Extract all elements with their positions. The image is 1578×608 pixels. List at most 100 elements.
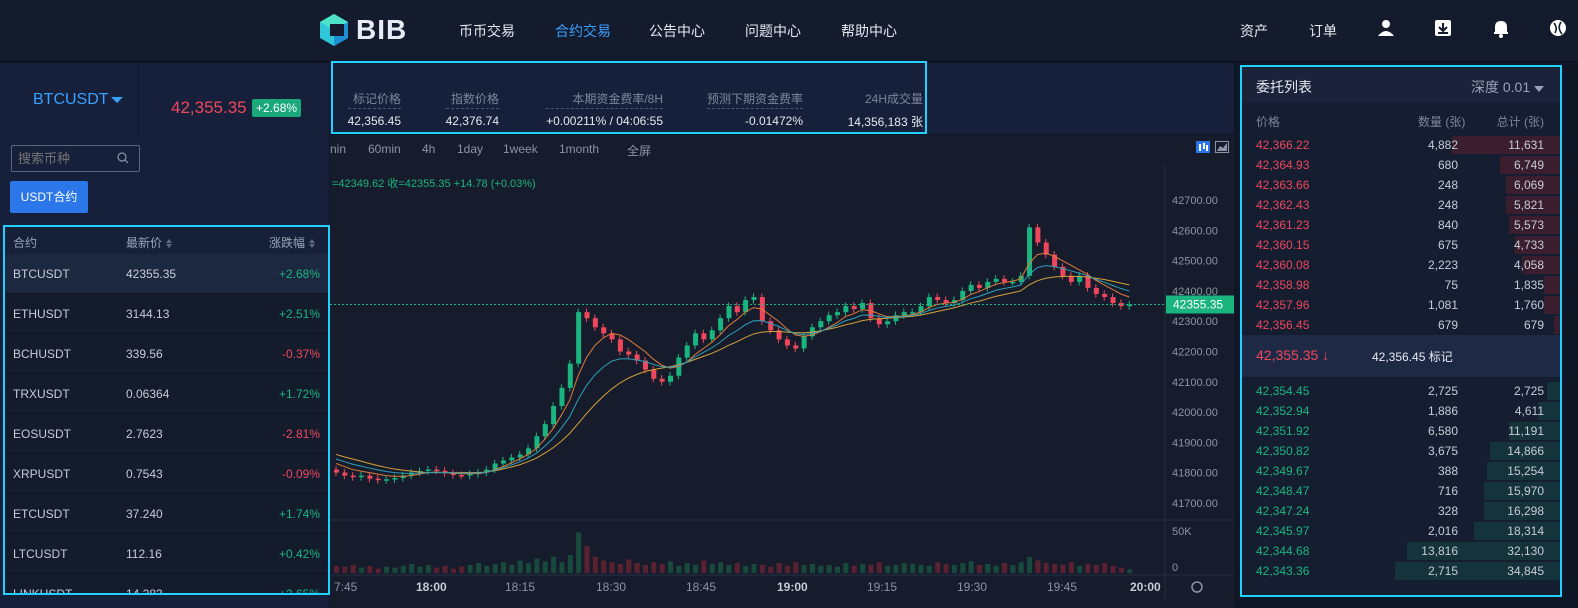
- tf-fullscreen[interactable]: 全屏: [627, 144, 652, 158]
- ask-row[interactable]: 42,366.22 4,882 11,631: [1242, 135, 1560, 155]
- tf-4h[interactable]: 4h: [422, 142, 436, 156]
- order-book-header: 委托列表 深度 0.01: [1242, 67, 1560, 103]
- y-tick-label: 41900.00: [1172, 437, 1218, 449]
- usdt-contract-button[interactable]: USDT合约: [10, 181, 88, 213]
- volume-bar: [509, 564, 515, 573]
- volume-bar: [626, 559, 632, 573]
- col-contract[interactable]: 合约: [13, 236, 38, 250]
- ask-row[interactable]: 42,360.15 675 4,733: [1242, 235, 1560, 255]
- candle: [592, 318, 598, 328]
- market-row[interactable]: ETCUSDT 37.240 +1.74%: [5, 494, 328, 534]
- nav-announcements[interactable]: 公告中心: [649, 23, 705, 39]
- candle: [826, 315, 832, 322]
- depth-selector[interactable]: 深度 0.01: [1471, 77, 1544, 97]
- bid-row[interactable]: 42,345.97 2,016 18,314: [1242, 521, 1560, 541]
- tf-1day[interactable]: 1day: [457, 142, 484, 156]
- stat-label: 24H成交量: [864, 92, 923, 106]
- market-row[interactable]: BTCUSDT 42355.35 +2.68%: [5, 254, 328, 294]
- volume-bar: [985, 564, 991, 573]
- settings-icon[interactable]: [1191, 581, 1203, 593]
- ask-row[interactable]: 42,364.93 680 6,749: [1242, 155, 1560, 175]
- ask-total: 1,760: [1513, 298, 1544, 312]
- col-last-price[interactable]: 最新价: [126, 234, 173, 251]
- ask-row[interactable]: 42,361.23 840 5,573: [1242, 215, 1560, 235]
- bid-row[interactable]: 42,349.67 388 15,254: [1242, 461, 1560, 481]
- candle-mode-icon[interactable]: [1196, 141, 1210, 153]
- area-mode-icon[interactable]: [1215, 141, 1229, 153]
- ask-row[interactable]: 42,362.43 248 5,821: [1242, 195, 1560, 215]
- market-row[interactable]: EOSUSDT 2.7623 -2.81%: [5, 414, 328, 454]
- tf-1month[interactable]: 1month: [559, 142, 600, 156]
- volume-bar: [776, 563, 782, 573]
- bid-row[interactable]: 42,344.68 13,816 32,130: [1242, 541, 1560, 561]
- nav-help[interactable]: 帮助中心: [841, 23, 897, 39]
- volume-bar: [734, 563, 740, 573]
- globe-icon[interactable]: [1548, 18, 1568, 38]
- ask-row[interactable]: 42,358.98 75 1,835: [1242, 275, 1560, 295]
- bid-price: 42,352.94: [1256, 404, 1310, 418]
- candle: [801, 336, 807, 349]
- ask-row[interactable]: 42,356.45 679 679: [1242, 315, 1560, 335]
- col-change[interactable]: 涨跌幅: [269, 234, 316, 251]
- candle: [734, 306, 740, 313]
- mid-price-row: 42,355.35 ↓ 42,356.45 标记: [1242, 335, 1560, 377]
- volume-bar: [1077, 565, 1083, 573]
- nav-contract-trading[interactable]: 合约交易: [555, 23, 611, 39]
- market-change: +1.72%: [278, 387, 320, 401]
- candle: [1127, 304, 1133, 307]
- bid-row[interactable]: 42,347.24 328 16,298: [1242, 501, 1560, 521]
- ask-price: 42,362.43: [1256, 198, 1310, 212]
- tf-min[interactable]: nin: [330, 142, 347, 156]
- market-row[interactable]: BCHUSDT 339.56 -0.37%: [5, 334, 328, 374]
- market-change: +1.74%: [278, 507, 320, 521]
- nav-spot-trading[interactable]: 币币交易: [459, 23, 515, 39]
- bid-row[interactable]: 42,352.94 1,886 4,611: [1242, 401, 1560, 421]
- divider: [138, 63, 139, 135]
- volume-bar: [751, 564, 757, 573]
- bid-total: 32,130: [1507, 544, 1544, 558]
- depth-bar: [1490, 442, 1560, 460]
- market-row[interactable]: ETHUSDT 3144.13 +2.51%: [5, 294, 328, 334]
- candle: [559, 387, 565, 406]
- market-row[interactable]: LTCUSDT 112.16 +0.42%: [5, 534, 328, 574]
- market-row[interactable]: TRXUSDT 0.06364 +1.72%: [5, 374, 328, 414]
- chart-area: [330, 135, 1234, 608]
- bid-total: 14,866: [1507, 444, 1544, 458]
- nav-assets[interactable]: 资产: [1240, 23, 1268, 39]
- candlestick-chart[interactable]: 42700.00 42600.00 42500.00 42400.00 42300.00…: [330, 165, 1234, 600]
- logo[interactable]: BIB: [316, 12, 407, 48]
- ask-row[interactable]: 42,357.96 1,081 1,760: [1242, 295, 1560, 315]
- bid-row[interactable]: 42,343.36 2,715 34,845: [1242, 561, 1560, 581]
- ask-row[interactable]: 42,360.08 2,223 4,058: [1242, 255, 1560, 275]
- candle: [1068, 275, 1074, 282]
- depth-bar: [1553, 316, 1560, 334]
- tf-1week[interactable]: 1week: [503, 142, 538, 156]
- volume-bar: [743, 565, 749, 573]
- bid-row[interactable]: 42,354.45 2,725 2,725: [1242, 381, 1560, 401]
- user-icon[interactable]: [1376, 18, 1396, 38]
- volume-bar: [784, 565, 790, 573]
- bid-row[interactable]: 42,350.82 3,675 14,866: [1242, 441, 1560, 461]
- nav-faq[interactable]: 问题中心: [745, 23, 801, 39]
- chevron-down-icon[interactable]: [111, 97, 123, 103]
- volume-bar: [367, 565, 373, 573]
- volume-bar: [559, 562, 565, 573]
- bid-row[interactable]: 42,351.92 6,580 11,191: [1242, 421, 1560, 441]
- search-icon[interactable]: [117, 152, 129, 164]
- volume-bar: [868, 564, 874, 573]
- stats-highlight: 标记价格 42,356.45 指数价格 42,376.74 本期资金费率/8H +0.…: [331, 61, 927, 134]
- market-row[interactable]: XRPUSDT 0.7543 -0.09%: [5, 454, 328, 494]
- market-change: +2.65%: [278, 587, 320, 595]
- depth-bar: [1499, 156, 1560, 174]
- download-icon[interactable]: [1433, 18, 1453, 38]
- tf-60min[interactable]: 60min: [368, 142, 401, 156]
- candle: [392, 478, 398, 480]
- volume-bar: [475, 563, 481, 573]
- bid-row[interactable]: 42,348.47 716 15,970: [1242, 481, 1560, 501]
- order-book-columns: 价格 数量 (张) 总计 (张): [1242, 103, 1560, 135]
- ask-row[interactable]: 42,363.66 248 6,069: [1242, 175, 1560, 195]
- nav-orders[interactable]: 订单: [1309, 23, 1337, 39]
- market-row[interactable]: LINKUSDT 14.283 +2.65%: [5, 574, 328, 595]
- symbol-selector[interactable]: BTCUSDT: [33, 91, 109, 108]
- bell-icon[interactable]: [1491, 18, 1511, 38]
